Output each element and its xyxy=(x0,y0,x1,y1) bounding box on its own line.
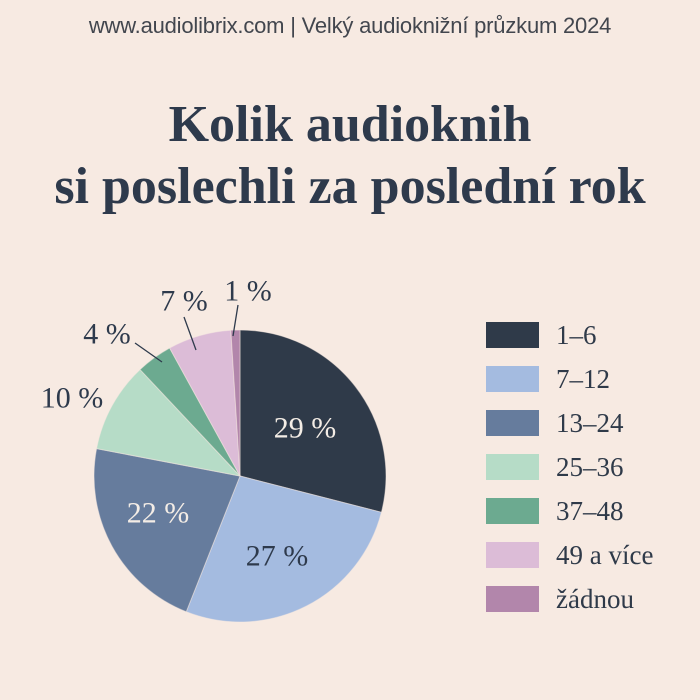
legend-swatch-7 xyxy=(486,586,539,612)
legend-row-7: žádnou xyxy=(486,584,653,614)
legend-label-1: 1–6 xyxy=(556,320,597,350)
legend-swatch-5 xyxy=(486,498,539,524)
page-title: Kolik audioknih si poslechli za poslední … xyxy=(0,94,700,218)
legend-label-6: 49 a více xyxy=(556,540,654,570)
legend-swatch-4 xyxy=(486,454,539,480)
legend-row-3: 13–24 xyxy=(486,408,653,438)
pie-slice-label-5: 4 % xyxy=(83,318,131,351)
pie-slice-label-3: 22 % xyxy=(127,497,190,530)
title-line-2: si poslechli za poslední rok xyxy=(54,158,646,215)
legend-row-6: 49 a více xyxy=(486,540,654,570)
pie-slice-3 xyxy=(93,448,241,613)
leader-line-7 xyxy=(232,304,239,337)
pie-slice-7 xyxy=(230,329,241,477)
legend-label-2: 7–12 xyxy=(556,364,610,394)
pie-slice-2 xyxy=(185,475,383,623)
legend-label-5: 37–48 xyxy=(556,496,624,526)
pie-slice-label-2: 27 % xyxy=(246,540,309,573)
legend-label-7: žádnou xyxy=(556,584,634,614)
leader-line-5 xyxy=(134,342,163,363)
pie-slice-4 xyxy=(96,368,242,477)
legend-swatch-3 xyxy=(486,410,539,436)
legend-row-5: 37–48 xyxy=(486,496,653,526)
legend-row-4: 25–36 xyxy=(486,452,653,482)
legend-label-4: 25–36 xyxy=(556,452,624,482)
legend-label-3: 13–24 xyxy=(556,408,624,438)
pie-chart: 29 % 27 % 22 % 10 % 4 % 7 % 1 % xyxy=(41,275,387,623)
pie-slice-label-7: 1 % xyxy=(224,275,272,308)
header-text: www.audiolibrix.com | Velký audioknižní … xyxy=(88,13,612,38)
legend-swatch-2 xyxy=(486,366,539,392)
pie-slice-label-6: 7 % xyxy=(160,285,208,318)
legend-row-2: 7–12 xyxy=(486,364,653,394)
title-line-1: Kolik audioknih xyxy=(168,96,532,153)
legend-row-1: 1–6 xyxy=(486,320,653,350)
pie-slice-label-4: 10 % xyxy=(41,382,104,415)
leader-line-6 xyxy=(183,316,197,351)
legend: 1–6 7–12 13–24 25–36 37–48 49 a více žádnou xyxy=(486,322,653,630)
pie-slice-1 xyxy=(239,329,387,513)
pie-slice-label-1: 29 % xyxy=(274,412,337,445)
legend-swatch-6 xyxy=(486,542,539,568)
legend-swatch-1 xyxy=(486,322,539,348)
